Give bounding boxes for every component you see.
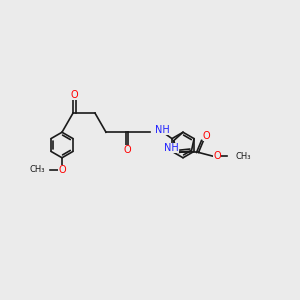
Text: CH₃: CH₃ (235, 152, 250, 161)
Text: O: O (213, 152, 221, 161)
Text: NH: NH (155, 125, 170, 135)
Text: CH₃: CH₃ (29, 165, 45, 174)
Text: O: O (58, 165, 66, 175)
Text: O: O (203, 131, 210, 141)
Text: O: O (70, 90, 78, 100)
Text: O: O (123, 145, 131, 155)
Text: NH: NH (164, 143, 179, 153)
